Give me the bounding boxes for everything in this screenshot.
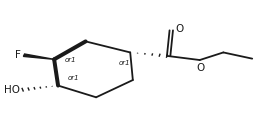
- Text: O: O: [175, 24, 184, 34]
- Text: HO: HO: [4, 85, 20, 95]
- Text: or1: or1: [119, 60, 130, 66]
- Text: or1: or1: [68, 75, 79, 81]
- Text: or1: or1: [65, 57, 76, 63]
- Text: F: F: [15, 50, 21, 60]
- Polygon shape: [23, 54, 54, 59]
- Text: O: O: [196, 63, 204, 73]
